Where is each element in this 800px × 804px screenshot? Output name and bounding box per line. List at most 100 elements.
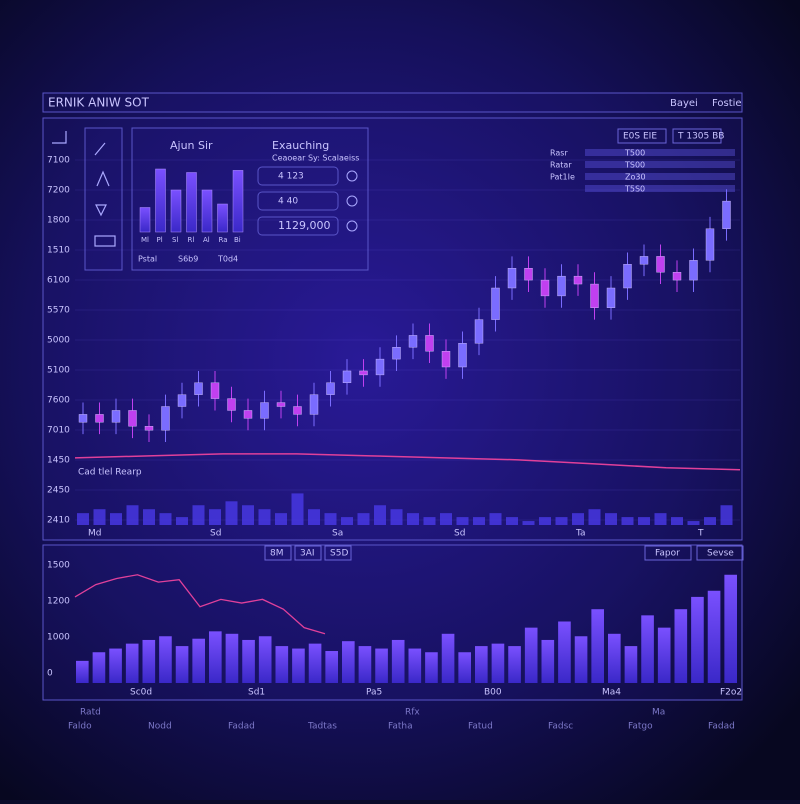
- volume-bar: [524, 627, 538, 683]
- volume-bar: [724, 574, 737, 683]
- overview-bar: [186, 172, 197, 233]
- volume-bar: [621, 517, 634, 525]
- toolbar-button-label[interactable]: T 1305 BB: [677, 132, 724, 142]
- volume-bar: [358, 646, 372, 683]
- volume-bar: [324, 513, 337, 525]
- volume-bar: [192, 638, 205, 683]
- volume-bar: [704, 517, 716, 525]
- toolbar-button[interactable]: [672, 128, 722, 144]
- footer-label: Tadtas: [307, 722, 337, 732]
- toolbar-button-label[interactable]: E0S EIE: [623, 132, 657, 142]
- volume-bar: [159, 636, 172, 683]
- candle-body: [491, 287, 500, 320]
- order-value: TS00: [624, 161, 645, 170]
- y-tick-label: 5570: [47, 306, 70, 316]
- header-link[interactable]: Bayei: [670, 98, 698, 109]
- footer-label: Fadad: [708, 722, 735, 732]
- app-title: ERNIK ANIW SOT: [48, 96, 150, 110]
- volume-bar: [308, 509, 320, 525]
- chart-button-label[interactable]: Fapor: [655, 549, 680, 559]
- volume-bar: [375, 648, 388, 683]
- overview-category: Pl: [157, 236, 163, 244]
- chart-button[interactable]: [264, 545, 292, 561]
- exchange-row[interactable]: [257, 216, 339, 236]
- chart-button[interactable]: [696, 545, 744, 561]
- y-tick-label: 7100: [47, 156, 70, 166]
- overview-category: Sl: [172, 236, 178, 244]
- candle-body: [276, 402, 286, 407]
- volume-bar: [275, 513, 287, 525]
- overview-legend: T0d4: [217, 255, 238, 264]
- tool-icon[interactable]: [52, 131, 106, 156]
- volume-bar: [408, 648, 422, 683]
- volume-bar: [391, 639, 405, 683]
- chart-button-label[interactable]: 3AI: [300, 549, 315, 559]
- volume-bar: [641, 615, 654, 683]
- volume-bar: [308, 643, 322, 683]
- y-tick-label: 1000: [47, 633, 70, 643]
- volume-bar: [506, 517, 518, 525]
- candle-body: [573, 275, 583, 285]
- chart-button[interactable]: [324, 545, 352, 561]
- y-tick-label: 1500: [47, 561, 70, 571]
- x-tick-label: Ta: [575, 529, 586, 539]
- toolbar-button[interactable]: [617, 128, 667, 144]
- exchange-value: 1129,000: [278, 219, 331, 232]
- chart-button-label[interactable]: S5D: [330, 549, 348, 559]
- x-tick-label: F2o2: [720, 688, 742, 698]
- volume-bar: [159, 513, 172, 525]
- candle-body: [705, 228, 715, 261]
- volume-bar: [687, 521, 700, 525]
- y-tick-label: 1450: [47, 456, 70, 466]
- candle-body: [95, 414, 104, 423]
- volume-bar: [341, 517, 353, 525]
- candle-body: [656, 256, 665, 273]
- exchange-row[interactable]: [257, 191, 339, 211]
- exchange-icon[interactable]: [346, 170, 358, 182]
- candle-body: [144, 426, 154, 431]
- footer-label: Faldo: [68, 722, 92, 732]
- overview-category: Rl: [188, 236, 195, 244]
- volume-bar: [671, 517, 683, 525]
- x-tick-label: Pa5: [366, 688, 382, 698]
- x-tick-label: Sd: [210, 529, 221, 539]
- candle-body: [227, 398, 236, 411]
- chart-button[interactable]: [294, 545, 322, 561]
- volume-bar: [657, 627, 671, 683]
- volume-bar: [126, 505, 139, 525]
- candle-body: [507, 268, 517, 289]
- header-bar: [42, 92, 743, 113]
- exchange-row[interactable]: [257, 166, 339, 186]
- overview-title: Ajun Sir: [170, 139, 213, 152]
- tool-icon[interactable]: [95, 204, 107, 217]
- chart-button-label[interactable]: 8M: [270, 549, 284, 559]
- volume-bar: [423, 517, 436, 525]
- tool-icon[interactable]: [96, 170, 110, 187]
- volume-bar: [209, 631, 222, 683]
- chart-button-label[interactable]: Sevse: [707, 549, 734, 559]
- candle-body: [722, 200, 731, 229]
- volume-bar: [489, 513, 502, 525]
- chart-button[interactable]: [644, 545, 692, 561]
- overview-panel: [131, 127, 369, 271]
- order-label: Pat1Ie: [550, 173, 575, 182]
- volume-bar: [192, 505, 205, 525]
- x-tick-label: B00: [484, 688, 502, 698]
- candle-body: [78, 414, 88, 423]
- exchange-icon[interactable]: [346, 220, 358, 232]
- volume-bar: [292, 648, 305, 683]
- tool-icon[interactable]: [94, 235, 116, 247]
- volume-bar: [258, 636, 272, 683]
- candle-body: [375, 358, 385, 376]
- header-link[interactable]: Fostie: [712, 98, 742, 109]
- footer-label: Fatud: [468, 722, 493, 732]
- exchange-icon[interactable]: [346, 195, 358, 207]
- x-tick-label: Md: [88, 529, 101, 539]
- overview-category: Al: [203, 236, 210, 244]
- volume-bar: [508, 646, 521, 683]
- candle-body: [474, 319, 484, 344]
- volume-bar: [539, 517, 551, 525]
- footer-label: Ratd: [80, 708, 101, 718]
- volume-bar: [225, 633, 239, 683]
